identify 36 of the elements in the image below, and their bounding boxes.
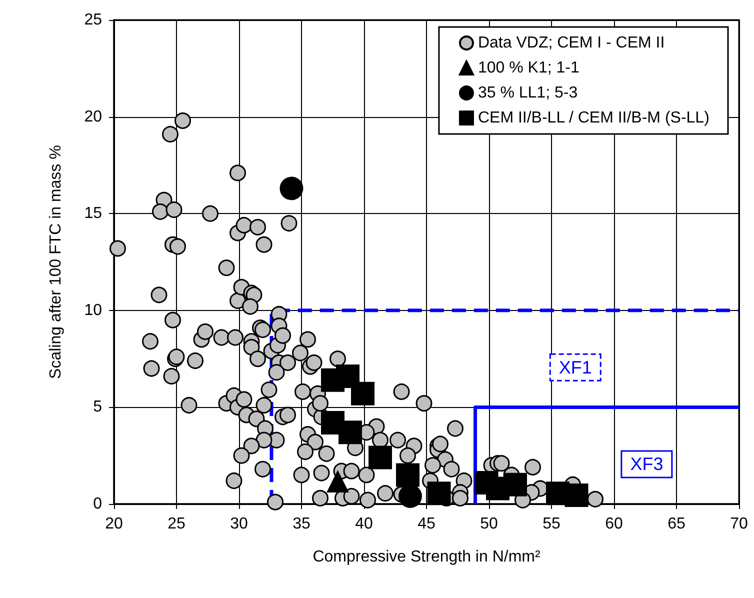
y-tick-label: 5 (93, 398, 102, 416)
point (427, 482, 451, 506)
y-axis-title: Scaling after 100 FTC in mass % (48, 145, 64, 379)
legend-label: 100 % K1; 1-1 (478, 60, 580, 76)
y-tick-label: 25 (84, 12, 102, 28)
x-tick-label: 65 (668, 516, 686, 532)
x-tick-label: 25 (168, 516, 186, 532)
legend-label: CEM II/B-LL / CEM II/B-M (S-LL) (478, 110, 710, 126)
point (280, 176, 304, 200)
x-tick-label: 55 (542, 516, 560, 532)
y-tick-label: 10 (84, 302, 102, 319)
point (398, 484, 422, 508)
x-tick-label: 70 (730, 516, 748, 532)
y-tick-label: 0 (93, 496, 102, 512)
x-tick-label: 60 (605, 516, 623, 532)
point (396, 463, 420, 487)
y-tick-label: 20 (84, 108, 102, 126)
x-tick-label: 40 (355, 516, 373, 532)
point (336, 364, 360, 388)
x-tick-label: 50 (480, 516, 498, 532)
point (338, 420, 362, 444)
x-tick-label: 35 (292, 516, 310, 532)
x-tick-label: 20 (105, 516, 123, 532)
legend-label: Data VDZ; CEM I - CEM II (478, 34, 665, 52)
annotation: XF3 (630, 454, 664, 474)
point (564, 484, 588, 508)
x-tick-label: 45 (418, 516, 436, 532)
y-tick-label: 15 (84, 205, 102, 222)
annotation: XF1 (558, 357, 592, 378)
point (504, 472, 527, 496)
point (351, 382, 374, 406)
x-tick-label: 30 (230, 516, 248, 532)
point (368, 446, 392, 470)
point (327, 470, 348, 492)
x-axis-title: Compressive Strength in N/mm² (312, 548, 541, 566)
legend-label: 35 % LL1; 5-3 (478, 84, 578, 102)
